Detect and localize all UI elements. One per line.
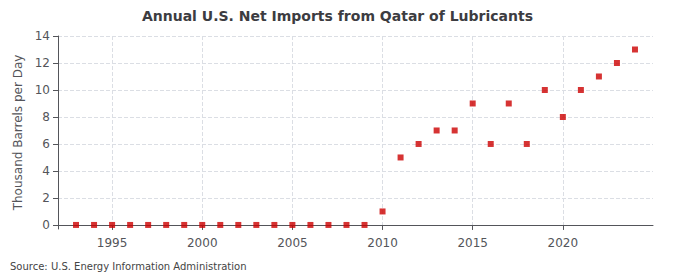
svg-text:2000: 2000: [187, 236, 218, 250]
svg-text:0: 0: [42, 218, 50, 232]
svg-text:8: 8: [42, 110, 50, 124]
svg-text:2005: 2005: [277, 236, 308, 250]
svg-text:Source: U.S. Energy Informatio: Source: U.S. Energy Information Administ…: [10, 261, 247, 272]
svg-text:2015: 2015: [457, 236, 488, 250]
svg-text:12: 12: [35, 56, 50, 70]
svg-text:2010: 2010: [367, 236, 398, 250]
svg-text:2020: 2020: [548, 236, 579, 250]
svg-text:Annual U.S. Net Imports from Q: Annual U.S. Net Imports from Qatar of Lu…: [142, 8, 533, 24]
svg-text:10: 10: [35, 83, 50, 97]
svg-text:4: 4: [42, 164, 50, 178]
svg-text:Thousand Barrels per Day: Thousand Barrels per Day: [11, 55, 25, 212]
svg-text:2: 2: [42, 191, 50, 205]
svg-text:14: 14: [35, 29, 50, 43]
svg-text:1995: 1995: [97, 236, 128, 250]
svg-text:6: 6: [42, 137, 50, 151]
